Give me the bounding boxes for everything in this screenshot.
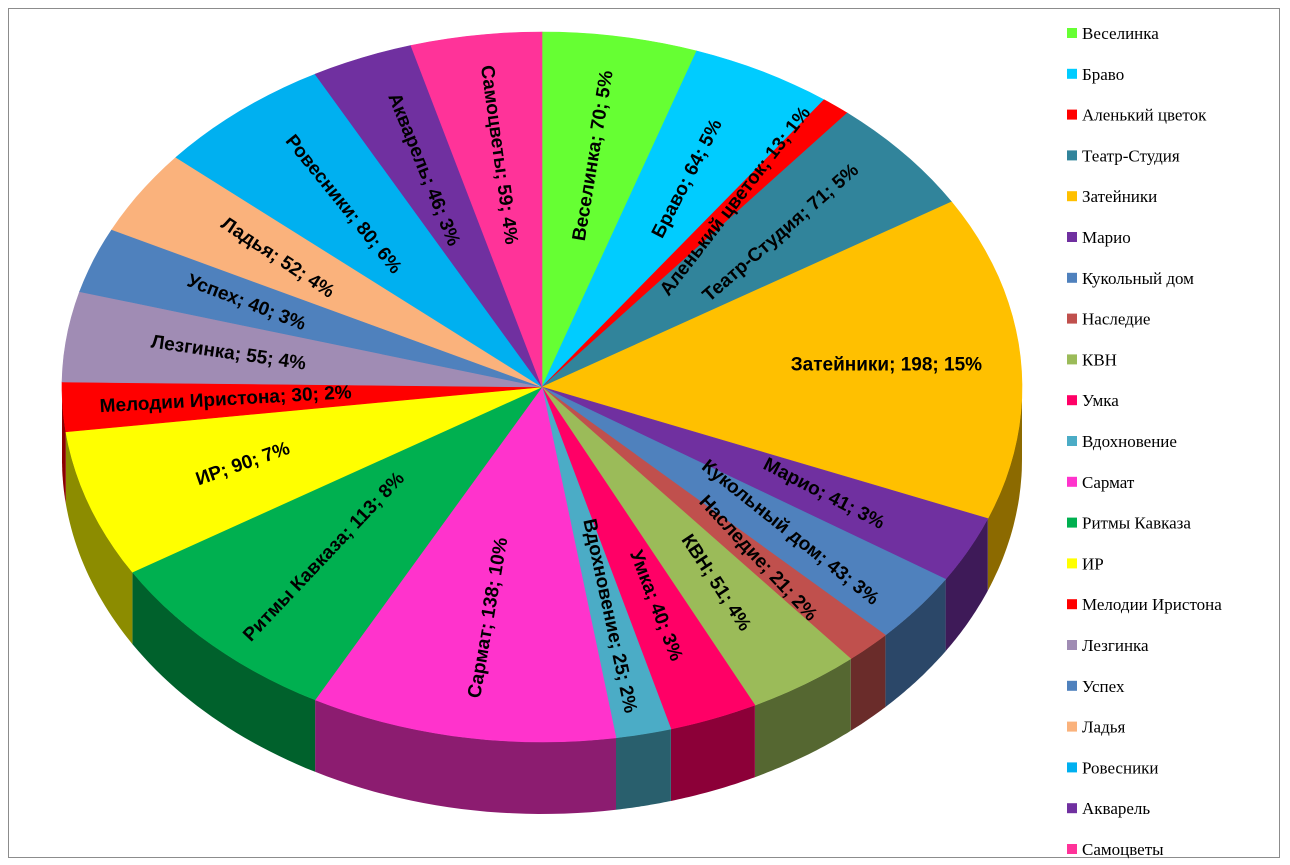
legend-label-марио: Марио [1082, 228, 1131, 247]
legend-label-умка: Умка [1082, 391, 1119, 410]
legend-label-успех: Успех [1082, 677, 1125, 696]
legend-swatch-аленький-цветок [1067, 110, 1077, 120]
legend-swatch-затейники [1067, 191, 1077, 201]
pie-chart: Веселинка; 70; 5% Браво; 64; 5%Аленький ц… [9, 9, 1281, 859]
legend-label-мелодии-иристона: Мелодии Иристона [1082, 595, 1222, 614]
legend-label-ритмы-кавказа: Ритмы Кавказа [1082, 514, 1191, 533]
legend-swatch-мелодии-иристона [1067, 599, 1077, 609]
legend-label-лезгинка: Лезгинка [1082, 636, 1149, 655]
legend-swatch-марио [1067, 232, 1077, 242]
legend-label-ир: ИР [1082, 554, 1104, 573]
legend-swatch-вдохновение [1067, 436, 1077, 446]
legend-label-ровесники: Ровесники [1082, 758, 1159, 777]
legend-swatch-квн [1067, 354, 1077, 364]
legend-label-сармат: Сармат [1082, 473, 1135, 492]
legend-label-затейники: Затейники [1082, 187, 1157, 206]
legend-label-ладья: Ладья [1082, 718, 1125, 737]
legend-swatch-ровесники [1067, 762, 1077, 772]
legend-swatch-кукольный-дом [1067, 273, 1077, 283]
legend-swatch-умка [1067, 395, 1077, 405]
pie-slices [62, 32, 1022, 742]
legend-swatch-ладья [1067, 722, 1077, 732]
legend-label-самоцветы: Самоцветы [1082, 840, 1164, 859]
legend-swatch-акварель [1067, 803, 1077, 813]
legend-label-акварель: Акварель [1082, 799, 1150, 818]
legend-swatch-сармат [1067, 477, 1077, 487]
legend-label-квн: КВН [1082, 350, 1117, 369]
legend-swatch-веселинка [1067, 28, 1077, 38]
legend-label-кукольный-дом: Кукольный дом [1082, 269, 1194, 288]
legend-label-веселинка: Веселинка [1082, 24, 1159, 43]
legend-swatch-ир [1067, 558, 1077, 568]
legend-label-наследие: Наследие [1082, 310, 1150, 329]
legend-swatch-театр-студия [1067, 150, 1077, 160]
legend-label-браво: Браво [1082, 65, 1124, 84]
legend-swatch-самоцветы [1067, 844, 1077, 854]
legend-label-театр-студия: Театр-Студия [1082, 146, 1180, 165]
slice-side-вдохновение [616, 729, 671, 810]
legend-swatch-успех [1067, 681, 1077, 691]
legend: Веселинка Браво Аленький цветок Театр-Студи… [1067, 24, 1222, 859]
legend-swatch-браво [1067, 69, 1077, 79]
legend-swatch-наследие [1067, 314, 1077, 324]
chart-area: Веселинка; 70; 5% Браво; 64; 5% Аленький ц… [8, 8, 1280, 858]
data-label-затейники: Затейники; 198; 15% [791, 355, 982, 376]
legend-swatch-ритмы-кавказа [1067, 518, 1077, 528]
legend-label-аленький-цветок: Аленький цветок [1082, 106, 1207, 125]
legend-label-вдохновение: Вдохновение [1082, 432, 1177, 451]
legend-swatch-лезгинка [1067, 640, 1077, 650]
